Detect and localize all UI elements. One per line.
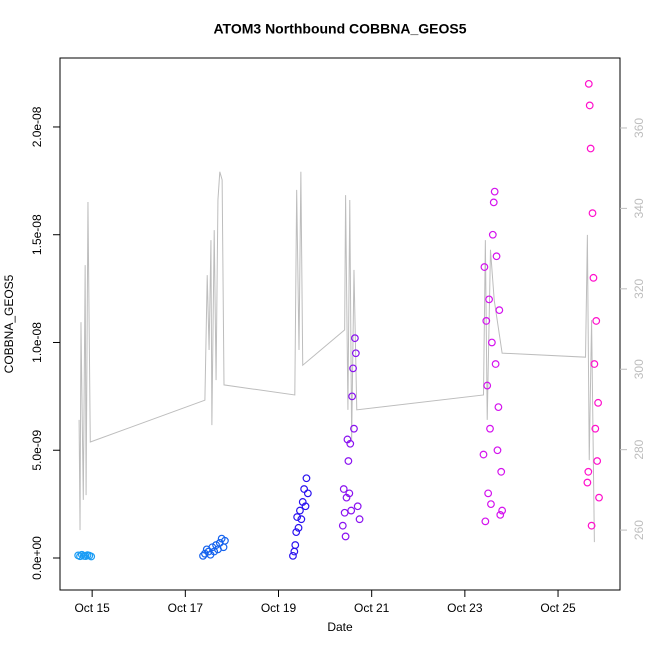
point — [303, 489, 312, 498]
point — [479, 450, 488, 459]
point — [584, 79, 593, 88]
point — [349, 364, 357, 373]
point — [347, 506, 356, 515]
y2-tick-label: 360 — [632, 118, 646, 138]
point — [339, 485, 348, 493]
point — [494, 403, 503, 412]
point — [481, 517, 490, 526]
point — [350, 424, 358, 433]
x-tick-label: Oct 21 — [354, 601, 390, 615]
point — [589, 273, 598, 282]
point — [290, 547, 299, 556]
point — [485, 295, 493, 304]
y-tick-label: 5.0e-09 — [30, 430, 44, 471]
point — [492, 252, 501, 261]
chart-title: ATOM3 Northbound COBBNA_GEOS5 — [213, 21, 466, 37]
point — [87, 552, 96, 561]
y-tick-label: 0.0e+00 — [30, 536, 44, 580]
point — [301, 502, 310, 511]
point — [294, 523, 303, 532]
point — [490, 187, 499, 196]
plot-frame — [59, 57, 621, 591]
y-tick-label: 1.5e-08 — [30, 214, 44, 255]
point — [489, 198, 498, 207]
point — [493, 446, 502, 455]
point — [587, 521, 596, 530]
point — [491, 360, 500, 368]
x-tick-label: Oct 15 — [74, 601, 110, 615]
point — [351, 349, 360, 358]
point — [293, 513, 302, 521]
point — [302, 474, 311, 483]
point — [591, 424, 600, 433]
point — [346, 439, 355, 448]
point — [300, 485, 309, 493]
point — [297, 515, 306, 524]
point — [497, 467, 506, 476]
point — [221, 536, 229, 545]
point — [586, 144, 595, 153]
point — [588, 209, 597, 218]
point — [487, 338, 496, 347]
point — [353, 502, 362, 511]
point — [592, 317, 601, 325]
x-tick-label: Oct 25 — [540, 601, 576, 615]
point — [486, 424, 494, 433]
y2-tick-label: 340 — [632, 198, 646, 218]
point — [344, 457, 353, 465]
x-tick-label: Oct 17 — [168, 601, 204, 615]
y-axis-label: COBBNA_GEOS5 — [2, 274, 16, 373]
point — [487, 500, 495, 509]
y-tick-label: 2.0e-08 — [30, 106, 44, 147]
point — [480, 263, 489, 271]
point — [351, 334, 359, 343]
point — [488, 230, 497, 239]
point — [594, 398, 603, 407]
point — [345, 489, 354, 498]
y2-tick-label: 320 — [632, 278, 646, 298]
x-axis-label: Date — [327, 620, 353, 634]
point — [498, 506, 507, 515]
line-series — [78, 171, 595, 543]
y2-tick-label: 280 — [632, 439, 646, 459]
x-tick-label: Oct 19 — [261, 601, 297, 615]
point — [495, 306, 504, 315]
point — [76, 552, 84, 561]
point — [583, 478, 592, 487]
point — [484, 489, 493, 498]
point — [338, 521, 347, 530]
point — [482, 317, 491, 325]
x-tick-label: Oct 23 — [447, 601, 483, 615]
point — [585, 101, 594, 110]
point — [348, 392, 357, 401]
point — [289, 551, 297, 560]
point — [219, 543, 228, 552]
point — [590, 360, 599, 368]
point — [595, 493, 603, 502]
point — [340, 508, 349, 517]
point — [291, 541, 300, 549]
y-tick-label: 1.0e-08 — [30, 322, 44, 363]
point — [483, 381, 492, 390]
point — [355, 515, 364, 524]
point — [199, 551, 207, 560]
point — [584, 467, 593, 476]
point — [292, 528, 301, 537]
point — [296, 506, 304, 515]
point — [496, 510, 505, 519]
y2-tick-label: 260 — [632, 520, 646, 540]
point — [593, 457, 602, 465]
point — [341, 532, 350, 541]
y2-tick-label: 300 — [632, 359, 646, 379]
